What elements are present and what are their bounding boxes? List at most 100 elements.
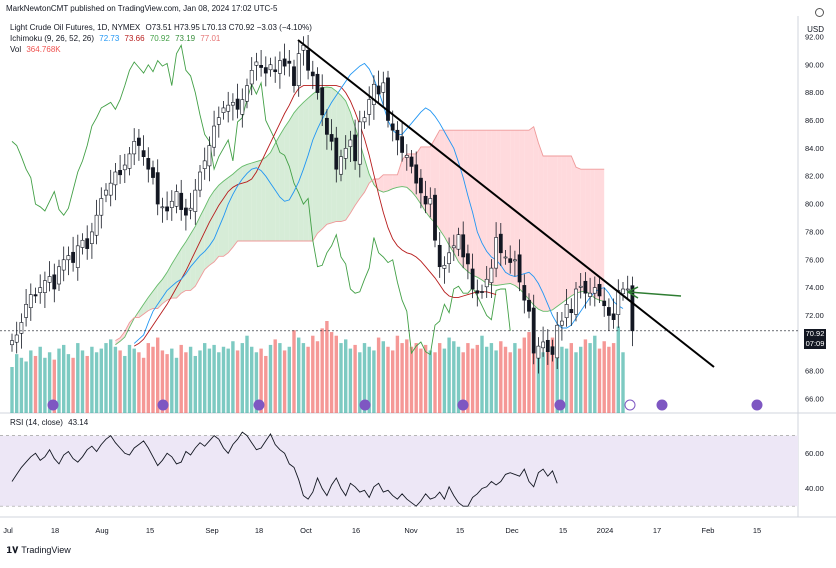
cloud-segment — [585, 169, 591, 294]
cloud-segment — [138, 304, 144, 318]
candle-down — [433, 194, 437, 241]
price-tick-label: 74.00 — [805, 283, 824, 292]
volume-bar — [221, 346, 226, 413]
volume-bar — [414, 343, 418, 413]
rsi-line — [11, 431, 558, 507]
volume-bar — [113, 346, 118, 413]
economic-event-icon[interactable] — [457, 399, 469, 411]
candle-up — [541, 341, 546, 349]
economic-event-icon[interactable] — [656, 399, 668, 411]
economic-event-icon[interactable] — [157, 399, 169, 411]
candle-down — [259, 65, 264, 68]
cloud-segment — [289, 112, 294, 241]
ichimoku-lagging-value: 70.92 — [149, 34, 170, 43]
price-tick-label: 72.00 — [805, 311, 824, 320]
volume-bar — [376, 337, 381, 413]
volume-legend[interactable]: Vol 364.768K — [10, 45, 64, 54]
volume-bar — [564, 348, 569, 413]
volume-bar — [358, 352, 362, 413]
cloud-segment — [482, 130, 487, 284]
economic-event-icon[interactable] — [253, 399, 265, 411]
volume-bar — [306, 346, 310, 413]
cloud-segment — [336, 91, 341, 222]
ichimoku-legend[interactable]: Ichimoku (9, 26, 52, 26) 72.73 73.66 70.… — [10, 34, 223, 43]
candle-down — [606, 307, 611, 316]
cloud-segment — [190, 226, 196, 291]
volume-bar — [151, 346, 155, 413]
event-markers[interactable] — [47, 399, 763, 411]
candle-up — [362, 117, 367, 123]
volume-bar — [268, 344, 273, 413]
candle-up — [193, 189, 198, 212]
candle-up — [503, 256, 508, 259]
volume-bar — [99, 348, 103, 413]
price-tick-label: 92.00 — [805, 32, 824, 41]
cloud-segment — [204, 197, 210, 270]
volume-label: Vol — [10, 45, 22, 54]
cloud-segment — [425, 146, 431, 218]
candle-up — [348, 139, 353, 147]
volume-bar — [569, 343, 573, 413]
candle-up — [621, 288, 625, 295]
volume-bar — [264, 355, 268, 413]
volume-bar — [47, 352, 52, 413]
symbol-legend[interactable]: Light Crude Oil Futures, 1D, NYMEX O73.5… — [10, 23, 315, 32]
volume-bar — [391, 350, 395, 413]
cloud-segment — [383, 174, 388, 193]
cloud-segment — [590, 169, 595, 299]
candle-up — [127, 153, 132, 169]
volume-bar — [170, 348, 174, 413]
cloud-segment — [561, 155, 567, 303]
arrow-shaft — [628, 291, 682, 297]
candle-up — [94, 214, 99, 236]
volume-bar — [616, 326, 620, 413]
time-tick-label: 2024 — [597, 526, 614, 535]
volume-bar — [400, 343, 404, 413]
candle-up — [90, 231, 94, 244]
candle-up — [66, 255, 71, 261]
volume-bar — [579, 346, 583, 413]
volume-bar — [517, 348, 522, 413]
candle-down — [461, 234, 466, 258]
volume-bar — [165, 354, 169, 413]
rsi-legend[interactable]: RSI (14, close) 43.14 — [10, 418, 88, 427]
candle-up — [198, 171, 202, 191]
cloud-segment — [599, 169, 605, 302]
candle-up — [588, 292, 593, 297]
volume-bar — [405, 339, 409, 413]
annotations — [0, 39, 798, 368]
candle-up — [216, 117, 221, 125]
candle-up — [367, 99, 372, 115]
tradingview-logo[interactable]: 𝟭𝐕 TradingView — [6, 545, 71, 556]
candle-down — [508, 258, 513, 263]
candle-up — [104, 189, 108, 196]
economic-event-icon[interactable] — [751, 399, 763, 411]
economic-event-icon[interactable] — [624, 399, 636, 411]
candle-up — [108, 182, 113, 196]
volume-bar — [438, 343, 442, 413]
volume-bar — [593, 335, 597, 413]
rsi-band — [0, 435, 798, 507]
economic-event-icon[interactable] — [359, 399, 371, 411]
candle-down — [71, 251, 76, 263]
time-tick-label: 15 — [146, 526, 154, 535]
volume-bar — [602, 341, 606, 413]
settings-gear-icon[interactable] — [815, 8, 824, 17]
cloud-segment — [547, 155, 553, 312]
volume-bar — [137, 352, 141, 413]
volume-bar — [301, 343, 306, 413]
economic-event-icon[interactable] — [554, 399, 566, 411]
candle-down — [395, 129, 400, 141]
cloud-segment — [308, 94, 313, 241]
volume-bar — [146, 343, 150, 413]
downtrend-line — [297, 39, 715, 368]
cloud-segment — [486, 130, 492, 285]
cloud-segment — [185, 234, 191, 291]
cloud-segment — [214, 185, 219, 262]
candle-down — [310, 71, 315, 77]
cloud-segment — [261, 157, 266, 241]
cloud-segment — [143, 297, 149, 315]
volume-bar — [409, 346, 414, 413]
price-tick-label: 76.00 — [805, 255, 824, 264]
economic-event-icon[interactable] — [47, 399, 59, 411]
